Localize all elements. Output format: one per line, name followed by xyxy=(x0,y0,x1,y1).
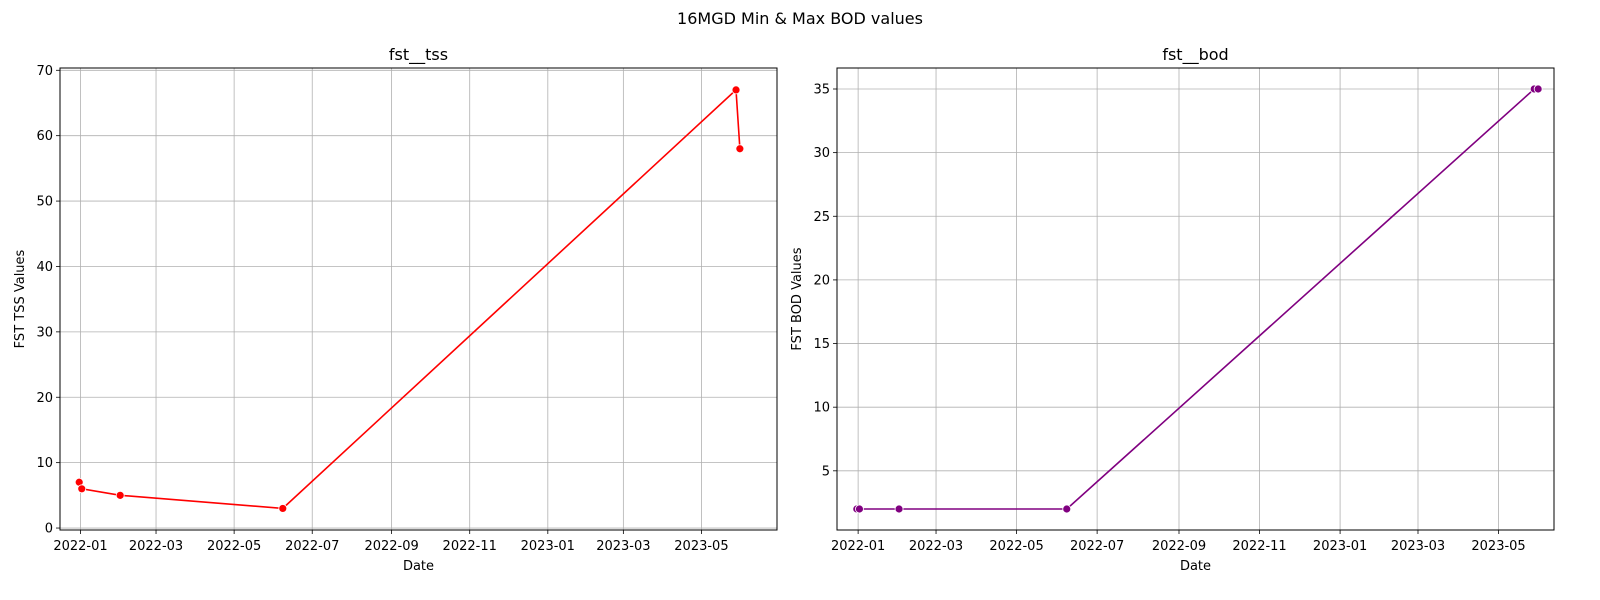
y-tick-label: 35 xyxy=(813,83,830,98)
y-tick-label: 20 xyxy=(813,273,830,288)
x-tick-label: 2022-09 xyxy=(1152,539,1206,554)
y-tick-label: 0 xyxy=(45,522,53,537)
y-tick-label: 5 xyxy=(822,464,830,479)
data-point xyxy=(735,144,745,154)
x-tick-label: 2022-03 xyxy=(129,539,183,554)
x-tick-label: 2023-03 xyxy=(596,539,650,554)
x-tick-label: 2022-11 xyxy=(443,539,497,554)
chart-title: fst__tss xyxy=(389,45,448,65)
y-tick-label: 10 xyxy=(36,456,53,471)
x-tick-label: 2023-01 xyxy=(521,539,575,554)
y-axis-label: FST BOD Values xyxy=(790,247,805,350)
chart-2: 2022-01 2022-03 2022-05 2022-07 2022-09 2022-… xyxy=(790,45,1555,574)
x-tick-label: 2023-05 xyxy=(674,539,728,554)
chart-1: 2022-01 2022-03 2022-05 2022-07 2022-09 2022-… xyxy=(13,45,778,574)
x-axis-label: Date xyxy=(403,559,434,574)
y-tick-label: 60 xyxy=(36,129,53,144)
data-point xyxy=(77,484,87,494)
x-tick-label: 2022-01 xyxy=(53,539,107,554)
y-tick-label: 25 xyxy=(813,210,830,225)
data-point xyxy=(894,504,904,514)
x-tick-label: 2022-07 xyxy=(1070,539,1124,554)
data-point xyxy=(1062,504,1072,514)
axes-frame xyxy=(59,67,778,531)
data-point xyxy=(115,490,125,500)
y-tick-label: 10 xyxy=(813,401,830,416)
axes-frame xyxy=(836,67,1555,531)
x-tick-label: 2023-03 xyxy=(1391,539,1445,554)
x-tick-label: 2022-11 xyxy=(1232,539,1286,554)
y-tick-label: 30 xyxy=(813,146,830,161)
y-tick-label: 70 xyxy=(36,64,53,79)
y-tick-label: 20 xyxy=(36,391,53,406)
series-line xyxy=(78,88,741,510)
x-tick-label: 2022-09 xyxy=(364,539,418,554)
y-tick-label: 30 xyxy=(36,325,53,340)
x-tick-label: 2022-07 xyxy=(285,539,339,554)
y-tick-label: 15 xyxy=(813,337,830,352)
x-axis-label: Date xyxy=(1180,559,1211,574)
x-tick-label: 2022-03 xyxy=(909,539,963,554)
y-tick-label: 40 xyxy=(36,260,53,275)
data-point xyxy=(855,504,864,514)
x-tick-label: 2023-05 xyxy=(1471,539,1525,554)
chart-title: fst__bod xyxy=(1162,45,1228,65)
data-point xyxy=(278,504,288,513)
data-point xyxy=(1533,84,1543,94)
x-tick-label: 2022-05 xyxy=(207,539,261,554)
series-line xyxy=(856,88,1539,510)
x-tick-label: 2022-05 xyxy=(989,539,1043,554)
figure-title: 16MGD Min & Max BOD values xyxy=(677,9,923,28)
x-tick-label: 2023-01 xyxy=(1313,539,1367,554)
x-tick-label: 2022-01 xyxy=(831,539,885,554)
y-axis-label: FST TSS Values xyxy=(13,249,28,348)
y-tick-label: 50 xyxy=(36,195,53,210)
data-point xyxy=(731,85,741,95)
